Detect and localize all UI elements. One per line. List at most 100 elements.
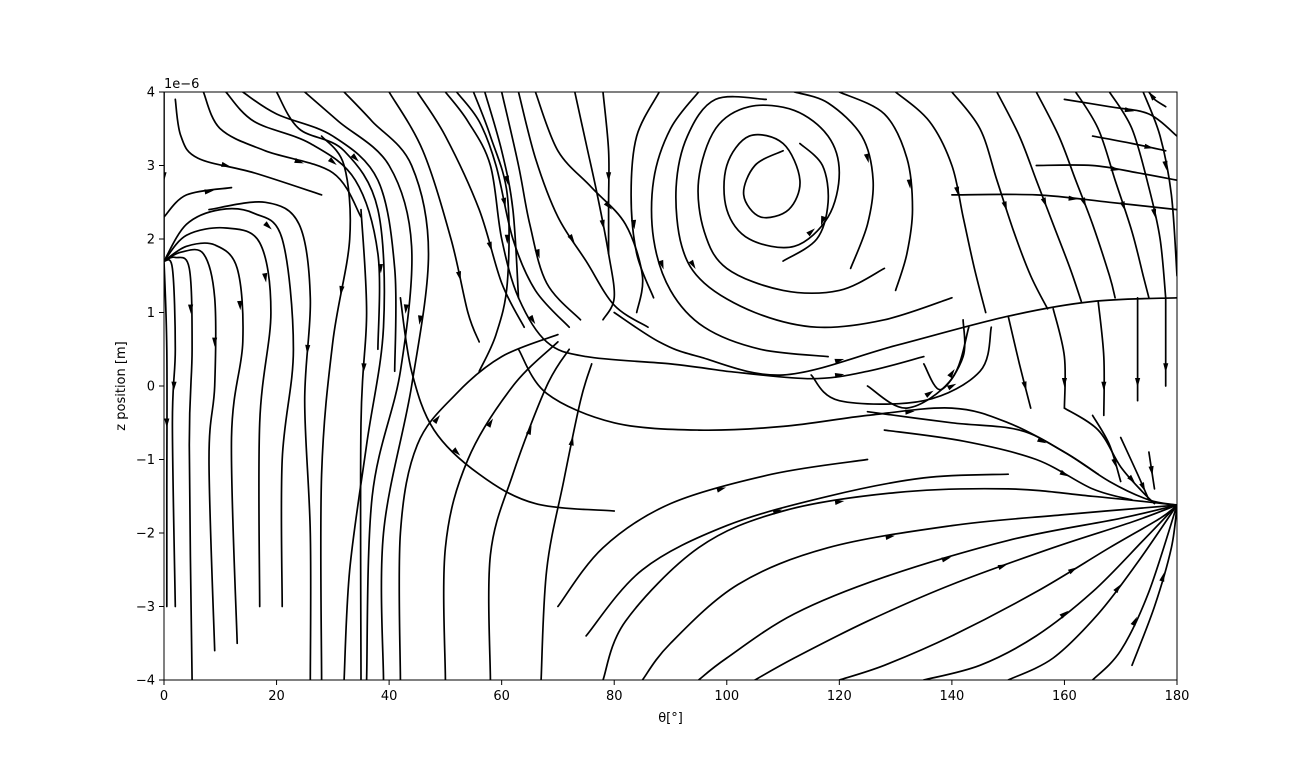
streamline — [1052, 307, 1067, 409]
streamline — [388, 92, 481, 343]
streamline — [174, 98, 323, 196]
streamline-arrowhead — [1001, 201, 1007, 211]
streamline — [725, 355, 925, 380]
streamline-arrowhead — [885, 534, 895, 540]
x-tick-label: 40 — [381, 689, 398, 704]
y-tick-label: 3 — [147, 159, 155, 174]
streamline — [585, 473, 1010, 637]
streamline-arrowhead — [954, 186, 960, 197]
streamline-arrowhead — [350, 153, 359, 162]
streamline-arrowhead — [486, 241, 492, 252]
streamline-arrowhead — [806, 228, 815, 237]
streamline — [343, 92, 430, 680]
x-tick-label: 80 — [606, 689, 623, 704]
y-tick-label: −3 — [136, 600, 155, 615]
streamline-arrowhead — [294, 158, 304, 164]
x-tick-label: 160 — [1052, 689, 1077, 704]
streamline — [838, 504, 1177, 680]
streamline — [866, 326, 970, 409]
y-axis-label: z position [m] — [114, 341, 129, 430]
streamline — [641, 504, 1177, 680]
streamline-arrowhead — [403, 304, 409, 314]
streamline-arrowhead — [1113, 584, 1121, 594]
streamline-arrowhead — [1068, 195, 1078, 201]
streamline-arrowhead — [361, 363, 367, 373]
streamline-arrowhead — [171, 381, 177, 391]
streamline-arrowhead — [377, 264, 383, 274]
streamline-arrowhead — [688, 259, 696, 269]
streamline — [922, 504, 1177, 680]
y-tick-label: 0 — [147, 380, 155, 395]
streamline-arrowhead — [1127, 474, 1136, 484]
streamline-arrowhead — [221, 161, 231, 167]
streamline — [208, 200, 312, 680]
streamline — [602, 487, 1177, 680]
streamline-arrowhead — [1067, 567, 1078, 575]
y-tick-label: −4 — [136, 674, 155, 689]
streamline — [1091, 414, 1122, 483]
streamlines-group — [164, 92, 1177, 680]
streamline-arrowhead — [528, 314, 536, 325]
streamline — [883, 429, 1133, 501]
streamline-arrowhead — [1163, 363, 1169, 373]
streamline-arrowhead — [456, 271, 461, 281]
streamline-arrowhead — [432, 415, 440, 424]
streamline — [319, 135, 352, 680]
streamline-arrowhead — [164, 172, 167, 182]
streamline-arrowhead — [501, 197, 506, 208]
streamline — [241, 92, 397, 373]
streamline — [838, 92, 914, 292]
streamline-arrowhead — [263, 221, 272, 230]
streamline-arrowhead — [262, 272, 268, 283]
streamline-arrowhead — [567, 234, 575, 244]
streamline — [1063, 98, 1177, 137]
streamline-arrowhead — [997, 564, 1008, 570]
streamline — [1007, 504, 1177, 680]
streamline-arrowhead — [947, 369, 955, 379]
streamline — [1091, 504, 1177, 680]
streamline — [1142, 92, 1177, 277]
streamline-arrowhead — [772, 509, 783, 515]
streamline — [164, 260, 168, 608]
streamline-arrowhead — [504, 234, 510, 244]
streamline-arrowhead — [1124, 107, 1135, 113]
x-axis-label: θ[°] — [658, 711, 683, 726]
streamline-arrowhead — [606, 172, 612, 182]
streamline — [483, 92, 520, 299]
streamline — [202, 92, 362, 218]
streamline — [866, 410, 1100, 476]
streamline — [303, 92, 413, 680]
streamline — [793, 92, 875, 270]
streamline — [894, 92, 987, 314]
streamline-arrowhead — [1021, 381, 1027, 391]
streamline — [951, 193, 1177, 211]
streamline-arrowhead — [905, 409, 915, 415]
x-tick-label: 20 — [268, 689, 285, 704]
streamline — [164, 186, 233, 218]
streamline-arrowhead — [339, 285, 345, 296]
streamline-arrowhead — [1061, 378, 1067, 388]
streamline — [1074, 92, 1150, 299]
streamline-arrowhead — [863, 153, 869, 163]
streamline — [782, 142, 830, 262]
streamline-arrowhead — [305, 344, 311, 355]
streamline — [442, 341, 559, 680]
streamline — [1091, 135, 1167, 152]
streamline-arrowhead — [1130, 616, 1137, 627]
streamline-arrowhead — [212, 337, 218, 347]
streamline — [164, 256, 193, 680]
x-tick-label: 140 — [939, 689, 964, 704]
streamline-arrowhead — [1059, 469, 1069, 477]
streamline — [650, 92, 829, 358]
streamline-arrowhead — [599, 219, 605, 230]
y-tick-label: 4 — [147, 86, 155, 101]
streamline-arrowhead — [164, 418, 170, 428]
streamline-arrowhead — [834, 358, 845, 364]
streamline-arrowhead — [418, 315, 424, 325]
streamline-arrowhead — [821, 215, 827, 226]
streamline — [1063, 407, 1156, 505]
streamline — [164, 258, 177, 608]
streamline — [1119, 436, 1150, 501]
streamline — [164, 242, 244, 645]
streamline — [164, 226, 272, 608]
